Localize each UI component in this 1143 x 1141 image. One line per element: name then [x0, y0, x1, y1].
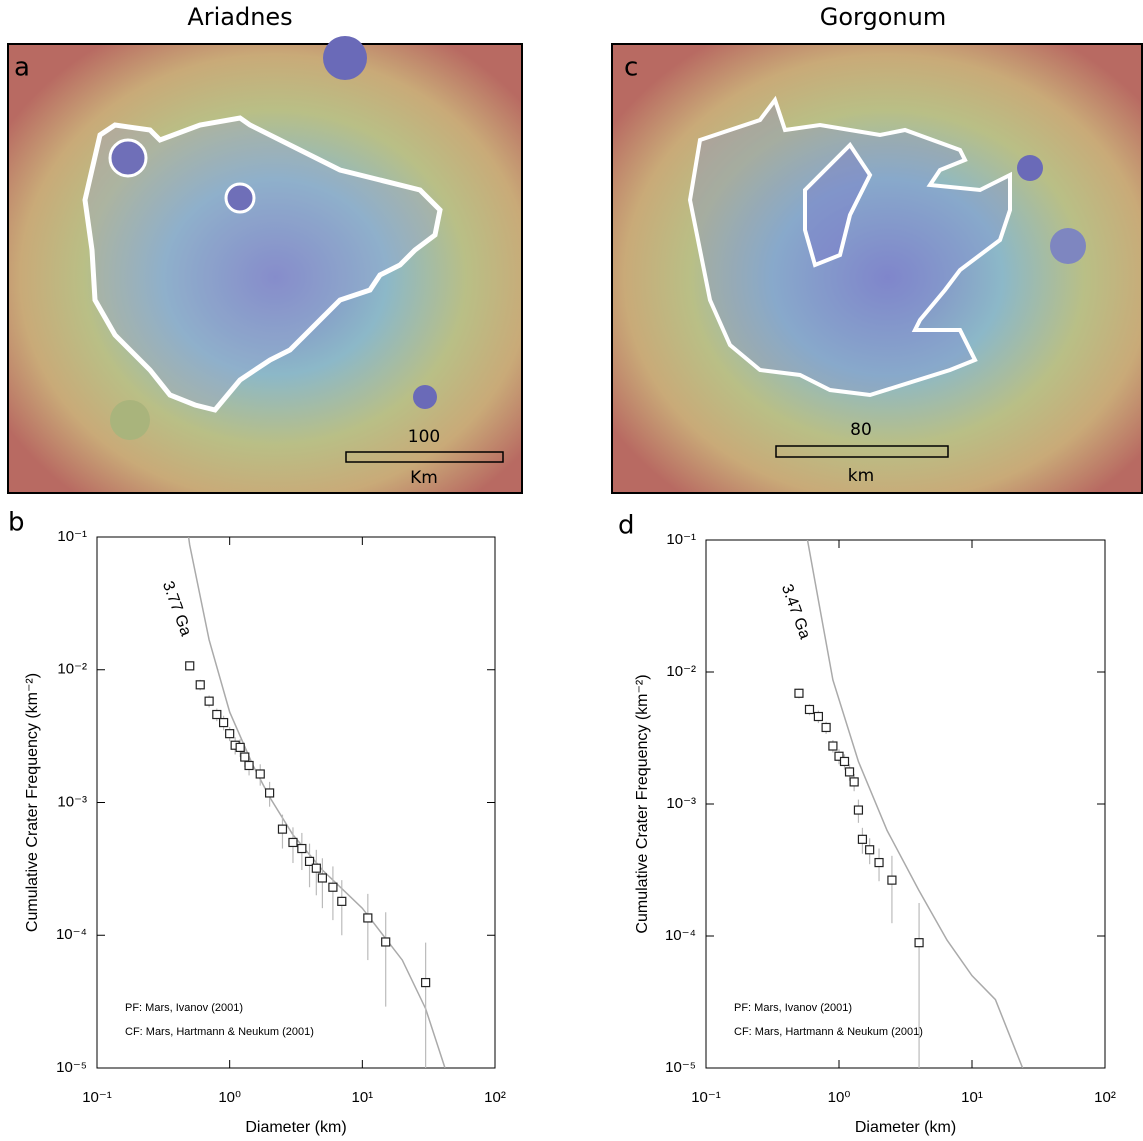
data-point [914, 938, 924, 948]
x-tick-label: 10² [484, 1089, 506, 1106]
data-point [244, 760, 254, 771]
data-point [849, 777, 859, 787]
x-tick-label: 10⁻¹ [82, 1089, 112, 1106]
panel-label: a [14, 53, 30, 83]
data-point [874, 857, 884, 868]
data-point [865, 845, 875, 855]
data-point [421, 977, 431, 988]
y-tick-label: 10⁻¹ [666, 531, 696, 548]
crater [1017, 155, 1043, 181]
data-point [311, 863, 321, 873]
data-point [381, 937, 391, 947]
y-tick-label: 10⁻¹ [57, 528, 87, 545]
scale-value: 100 [408, 427, 440, 447]
data-point [853, 805, 864, 815]
x-tick-label: 10⁰ [828, 1089, 851, 1106]
y-tick-label: 10⁻⁴ [56, 926, 87, 943]
data-point [225, 729, 235, 739]
scale-bar [345, 451, 504, 463]
plot-frame [705, 539, 1106, 1069]
scale-value: 80 [850, 420, 872, 440]
data-point [297, 843, 307, 854]
scale-bar [775, 445, 949, 458]
data-point [839, 756, 850, 767]
curve-label: 3.47 Ga [778, 582, 813, 641]
data-point [240, 752, 250, 762]
panel-label: c [624, 53, 638, 83]
data-point [288, 837, 298, 848]
legend-note: PF: Mars, Ivanov (2001) [734, 1002, 852, 1014]
scale-unit: Km [410, 468, 438, 488]
crater [323, 36, 367, 80]
x-tick-label: 10¹ [351, 1089, 373, 1106]
legend-note: CF: Mars, Hartmann & Neukum (2001) [734, 1026, 923, 1038]
data-point [828, 741, 838, 751]
map-image [611, 43, 1143, 494]
x-axis-label: Diameter (km) [245, 1119, 346, 1136]
scale-unit: km [848, 466, 874, 486]
data-point [317, 873, 327, 883]
plot-area [185, 537, 446, 1068]
y-tick-label: 10⁻² [666, 663, 696, 680]
legend-note: PF: Mars, Ivanov (2001) [125, 1002, 243, 1014]
x-axis-label: Diameter (km) [855, 1119, 956, 1136]
data-point [265, 788, 275, 798]
data-point [834, 751, 844, 761]
data-point [821, 722, 831, 733]
x-tick-label: 10² [1094, 1089, 1116, 1106]
data-point [887, 875, 897, 885]
data-point [337, 896, 347, 906]
crater [224, 182, 256, 214]
y-tick-label: 10⁻⁴ [665, 927, 696, 944]
data-point [328, 882, 338, 892]
data-point [212, 709, 222, 720]
unit-outline [82, 115, 443, 413]
data-point [304, 856, 315, 867]
map-title: Gorgonum [820, 3, 946, 31]
legend-note: CF: Mars, Hartmann & Neukum (2001) [125, 1026, 314, 1038]
data-point [857, 834, 868, 844]
y-tick-label: 10⁻³ [57, 793, 87, 810]
data-point [185, 661, 195, 671]
plot-frame [96, 536, 496, 1069]
y-tick-label: 10⁻² [57, 661, 87, 678]
data-point [794, 688, 804, 698]
panel-label: b [8, 508, 25, 538]
data-point [804, 704, 815, 715]
data-point [255, 769, 265, 779]
x-tick-label: 10⁰ [218, 1089, 241, 1106]
isochron-curve [806, 540, 1024, 1068]
unit-outline [803, 141, 873, 268]
curve-label: 3.77 Ga [159, 579, 194, 638]
data-point [235, 742, 245, 753]
map-panel: c 80 km [611, 43, 1143, 494]
map-panel: a 100 Km [7, 36, 523, 494]
data-point [204, 696, 214, 706]
unit-outline [687, 95, 1012, 398]
y-tick-label: 10⁻³ [666, 795, 696, 812]
y-tick-label: 10⁻⁵ [665, 1059, 696, 1076]
data-point [363, 913, 373, 923]
y-tick-label: 10⁻⁵ [56, 1059, 87, 1076]
crater [413, 385, 437, 409]
map-title: Ariadnes [187, 3, 292, 31]
data-point [813, 711, 823, 722]
crater [110, 400, 150, 440]
data-point [218, 717, 229, 728]
x-tick-label: 10¹ [961, 1089, 983, 1106]
data-point [844, 767, 855, 777]
data-point [277, 824, 288, 834]
panel-label: d [618, 511, 635, 541]
x-tick-label: 10⁻¹ [691, 1089, 721, 1106]
isochron-curve [187, 537, 446, 1068]
crater [1050, 228, 1086, 264]
data-point [195, 680, 205, 690]
y-axis-label: Cumulative Crater Frequency (km⁻²) [634, 674, 651, 933]
y-axis-label: Cumulative Crater Frequency (km⁻²) [24, 673, 41, 932]
plot-area [794, 540, 1024, 1068]
crater [108, 138, 148, 178]
